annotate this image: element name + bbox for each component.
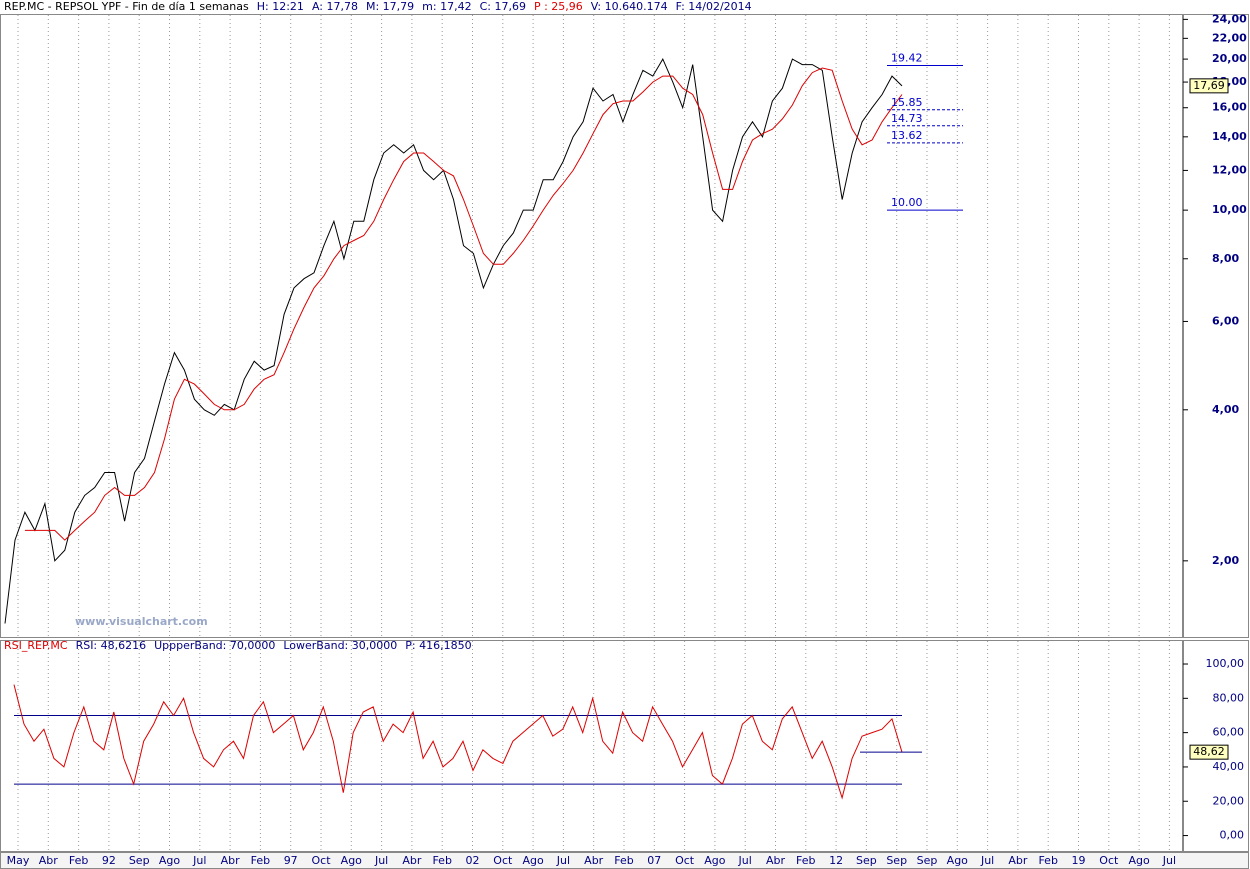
x-tick-label: Oct [675,854,695,867]
x-tick-label: Feb [796,854,815,867]
x-tick-label: Sep [129,854,150,867]
x-tick-label: 92 [102,854,116,867]
y-tick-label: 40,00 [1213,760,1245,773]
header-field: M: 17,79 [366,0,414,13]
level-label: 13.62 [891,129,923,142]
x-tick-label: Abr [766,854,786,867]
x-tick-label: Jul [1162,854,1176,867]
x-tick-label: 07 [647,854,661,867]
watermark: www.visualchart.com [75,615,208,628]
x-tick-label: Jul [192,854,206,867]
y-tick-label: 0,00 [1220,829,1245,842]
x-tick-label: 12 [829,854,843,867]
header-field: RSI_REP.MC [4,639,68,652]
price-axis-frame [1183,14,1249,638]
header-field: H: 12:21 [257,0,304,13]
moving-average [24,67,903,541]
header-field: REP.MC - REPSOL YPF - Fin de día 1 seman… [4,0,249,13]
y-tick-label: 60,00 [1213,726,1245,739]
x-tick-label: Feb [69,854,88,867]
x-tick-label: Ago [522,854,544,867]
last-value-box [1189,744,1229,760]
x-tick-label: 02 [466,854,480,867]
price-line [4,58,903,624]
x-tick-label: Jul [556,854,570,867]
y-tick-label: 2,00 [1212,554,1239,567]
x-tick-label: Sep [886,854,907,867]
last-value-box [1189,78,1229,94]
x-tick-label: Feb [432,854,451,867]
header-field: P : 25,96 [534,0,583,13]
y-tick-label: 22,00 [1212,31,1247,44]
x-tick-label: Ago [704,854,726,867]
last-value-label: 17,69 [1193,79,1225,92]
y-tick-label: 4,00 [1212,403,1239,416]
x-tick-label: Jul [980,854,994,867]
header-field: F: 14/02/2014 [676,0,752,13]
x-tick-label: Ago [341,854,363,867]
panel-header: RSI_REP.MC RSI: 48,6216 UppperBand: 70,000… [4,639,472,652]
x-tick-label: Ago [159,854,181,867]
x-tick-label: Abr [1008,854,1028,867]
y-tick-label: 10,00 [1212,203,1247,216]
x-tick-label: Oct [311,854,331,867]
y-tick-label: 8,00 [1212,252,1239,265]
y-tick-label: 6,00 [1212,314,1239,327]
level-label: 14.73 [891,112,923,125]
y-tick-label: 24,00 [1212,12,1247,25]
level-label: 19.42 [891,52,923,65]
x-tick-label: Abr [584,854,604,867]
last-value-label: 48,62 [1193,745,1225,758]
y-tick-label: 12,00 [1212,163,1247,176]
y-tick-label: 14,00 [1212,130,1247,143]
level-label: 10.00 [891,196,923,209]
price-panel-frame [0,14,1183,638]
header-field: m: 17,42 [422,0,471,13]
header-field: V: 10.640.174 [591,0,668,13]
x-tick-label: Sep [917,854,938,867]
x-tick-label: Abr [402,854,422,867]
x-tick-label: Oct [1099,854,1119,867]
panel-header: REP.MC - REPSOL YPF - Fin de día 1 seman… [4,0,752,13]
x-tick-label: Feb [251,854,270,867]
x-tick-label: Sep [856,854,877,867]
y-tick-label: 20,00 [1213,794,1245,807]
y-tick-label: 20,00 [1212,52,1247,65]
x-tick-label: 97 [284,854,298,867]
header-field: UppperBand: 70,0000 [154,639,275,652]
y-tick-label: 100,00 [1206,657,1245,670]
header-field: P: 416,1850 [405,639,471,652]
y-tick-label: 80,00 [1213,691,1245,704]
x-tick-label: May [7,854,30,867]
x-tick-label: Feb [1038,854,1057,867]
header-field: LowerBand: 30,0000 [283,639,397,652]
x-tick-label: Jul [374,854,388,867]
x-tick-label: Ago [947,854,969,867]
x-tick-label: Feb [614,854,633,867]
x-tick-label: Oct [493,854,513,867]
header-field: RSI: 48,6216 [76,639,147,652]
x-tick-label: Jul [738,854,752,867]
rsi-panel-frame [0,640,1183,852]
y-tick-label: 16,00 [1212,101,1247,114]
x-tick-label: Abr [221,854,241,867]
rsi-line [13,684,903,800]
x-tick-label: Abr [39,854,59,867]
x-tick-label: Ago [1128,854,1150,867]
x-tick-label: 19 [1072,854,1086,867]
header-field: A: 17,78 [312,0,358,13]
header-field: C: 17,69 [480,0,526,13]
level-label: 15.85 [891,96,923,109]
